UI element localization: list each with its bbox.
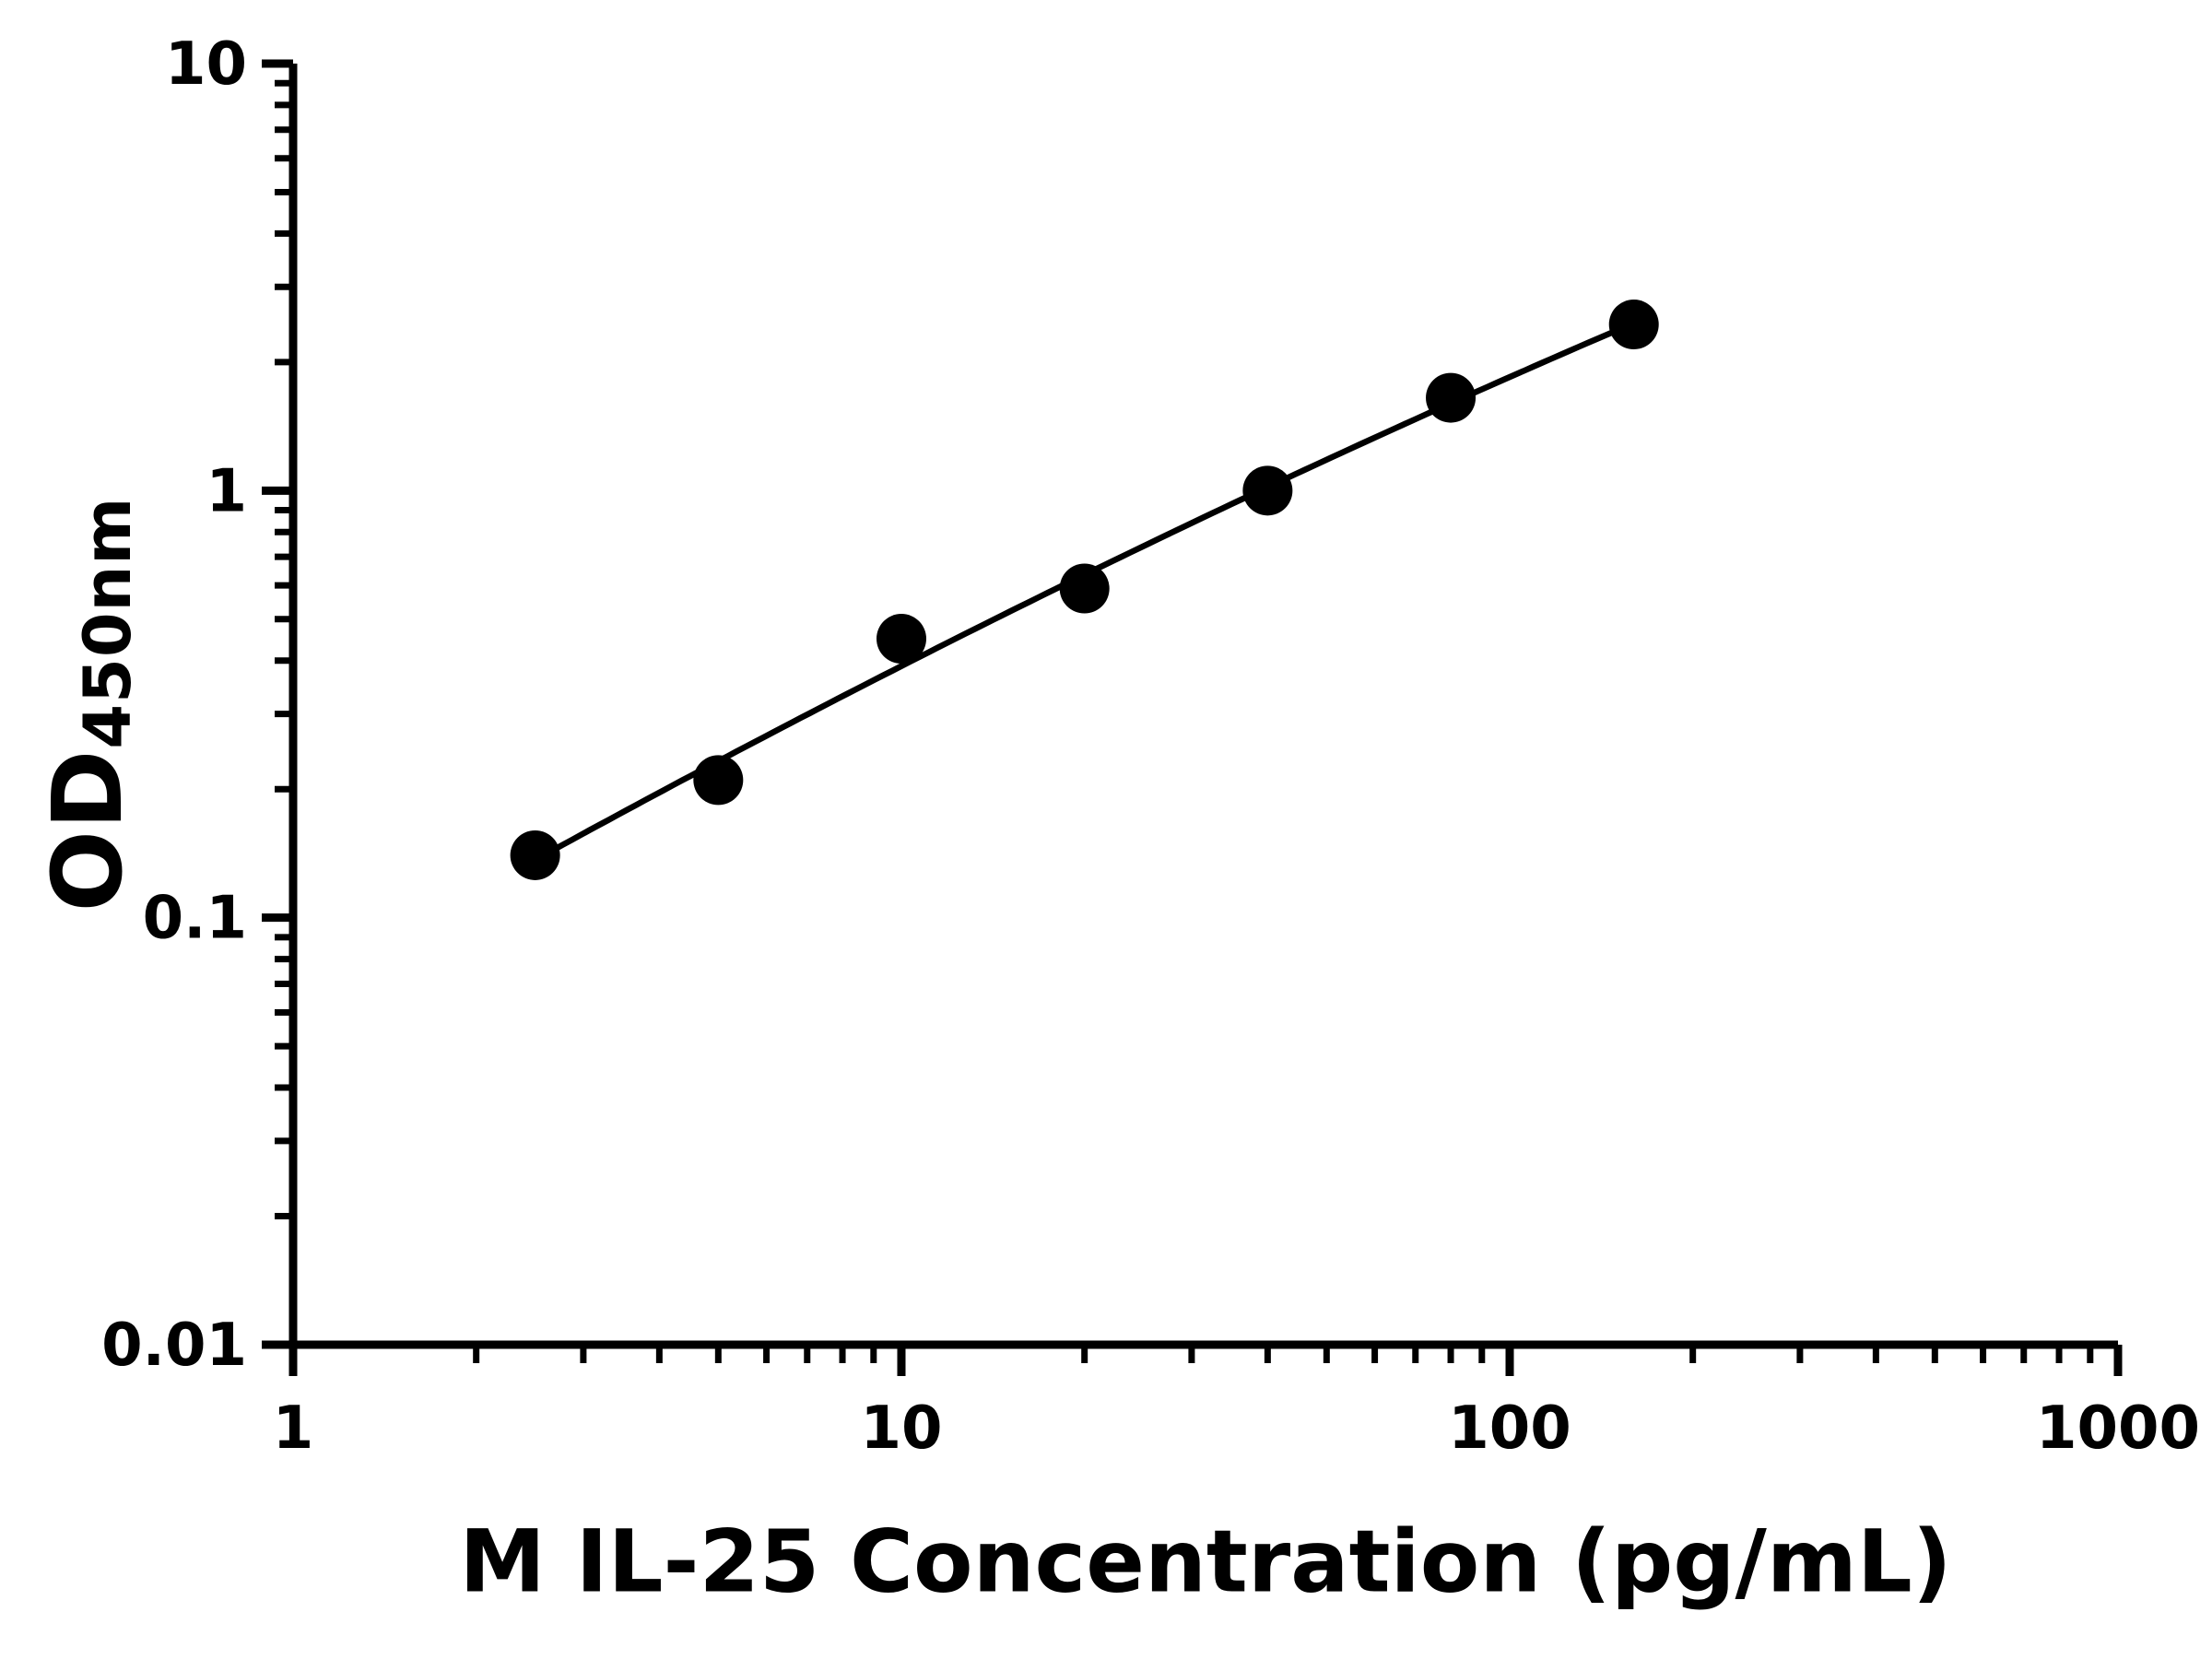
x-tick-label: 10 [860,1394,942,1463]
data-point [1608,300,1659,350]
y-axis-label-subscript: 450nm [69,496,146,749]
x-axis-label: M IL-25 Concentration (pg/mL) [459,1512,1952,1613]
data-point [1059,563,1110,614]
y-axis-label-main: OD [31,748,144,912]
data-points [510,300,1659,880]
x-tick-label: 100 [1448,1394,1571,1463]
x-tick-label: 1000 [2036,1394,2200,1463]
x-tick-label: 1 [273,1394,314,1463]
y-tick-label: 0.01 [101,1312,247,1380]
data-point [877,614,926,665]
data-point [510,830,560,880]
y-tick-label: 10 [165,30,247,99]
data-point [1426,372,1477,423]
data-point [693,755,744,806]
tick-labels: 0.01 0.1 1 10 1 10 100 1000 [101,30,2200,1463]
data-point [1242,465,1293,516]
axis-ticks [262,59,2123,1376]
axes [288,64,2118,1349]
y-axis-label: OD 450nm [31,496,146,912]
y-tick-label: 1 [206,457,247,525]
y-tick-label: 0.1 [143,885,247,953]
